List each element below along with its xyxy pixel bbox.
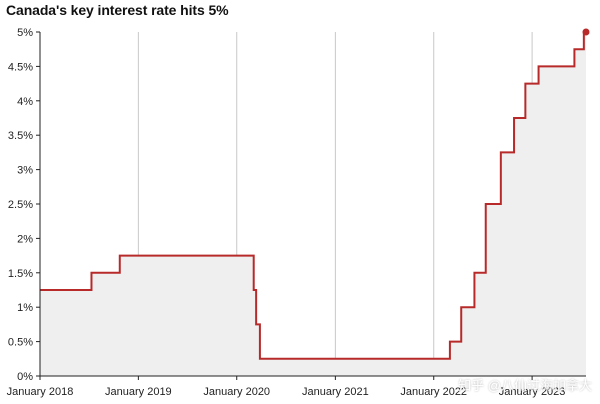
x-tick-label-1: January 2019 [105, 386, 172, 398]
chart-title: Canada's key interest rate hits 5% [6, 2, 229, 18]
x-tick-label-5: January 2023 [499, 386, 566, 398]
y-axis-ticks: 0% 0.5% 1% 1.5% 2% 2.5% 3% 3.5% 4% 4.5% 5% [8, 27, 40, 383]
y-tick-label-10: 5% [17, 27, 33, 39]
x-tick-label-3: January 2021 [302, 386, 369, 398]
latest-rate-marker [582, 28, 590, 36]
y-tick-label-4: 2% [17, 233, 33, 245]
y-tick-label-6: 3% [17, 165, 33, 177]
y-tick-label-0: 0% [17, 371, 33, 383]
x-tick-label-4: January 2022 [400, 386, 467, 398]
rate-area-fill [40, 32, 586, 376]
x-axis-ticks: January 2018 January 2019 January 2020 Janu… [7, 376, 566, 398]
y-tick-label-2: 1% [17, 302, 33, 314]
y-tick-label-3: 1.5% [8, 268, 33, 280]
y-tick-label-5: 2.5% [8, 199, 33, 211]
y-tick-label-8: 4% [17, 96, 33, 108]
y-tick-label-9: 4.5% [8, 61, 33, 73]
x-tick-label-2: January 2020 [203, 386, 270, 398]
y-tick-label-7: 3.5% [8, 130, 33, 142]
y-tick-label-1: 0.5% [8, 337, 33, 349]
rate-step-line [40, 31, 586, 360]
watermark: 知乎 @八仙过海加拿大 [458, 378, 592, 393]
x-tick-label-0: January 2018 [7, 386, 74, 398]
